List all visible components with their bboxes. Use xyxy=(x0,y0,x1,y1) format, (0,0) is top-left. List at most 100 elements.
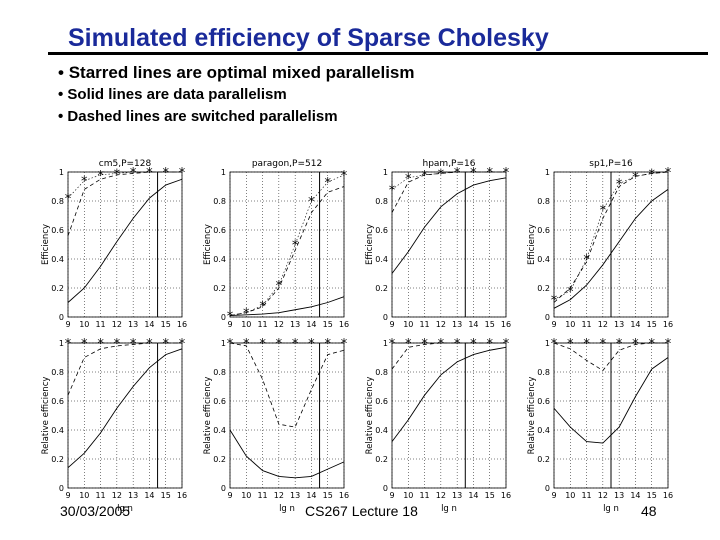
x-tick-label: 13 xyxy=(128,320,138,329)
x-tick-label: 9 xyxy=(551,491,556,500)
x-tick-label: 10 xyxy=(241,320,251,329)
series-solid-line xyxy=(67,178,183,303)
y-tick-label: 0.2 xyxy=(537,284,550,293)
x-tick-label: 15 xyxy=(647,320,657,329)
x-tick-label: 11 xyxy=(419,320,429,329)
y-tick-label: 0.2 xyxy=(375,455,388,464)
x-tick-label: 10 xyxy=(565,491,575,500)
x-tick-label: 14 xyxy=(630,320,640,329)
axes-box xyxy=(391,342,507,489)
star-marker: * xyxy=(600,337,607,352)
x-tick-label: 10 xyxy=(79,320,89,329)
footer-date: 30/03/2005 xyxy=(60,503,131,519)
x-tick-label: 13 xyxy=(290,491,300,500)
y-tick-label: 0 xyxy=(383,313,388,322)
star-marker: * xyxy=(259,337,266,352)
bullet-dashed: • Dashed lines are switched parallelism xyxy=(58,108,338,125)
y-tick-label: 0.4 xyxy=(213,255,226,264)
x-tick-label: 16 xyxy=(663,320,673,329)
star-marker: * xyxy=(551,337,558,352)
y-tick-label: 0.2 xyxy=(51,455,64,464)
star-marker: * xyxy=(276,279,283,294)
y-tick-label: 0.6 xyxy=(375,397,388,406)
x-tick-label: 11 xyxy=(419,491,429,500)
x-tick-label: 11 xyxy=(257,491,267,500)
x-tick-label: 9 xyxy=(551,320,556,329)
star-marker: * xyxy=(389,337,396,352)
footer-course: CS267 Lecture 18 xyxy=(305,503,418,519)
bullet-text: Dashed lines are switched parallelism xyxy=(67,108,338,125)
y-tick-label: 1 xyxy=(383,339,388,348)
bullet-solid: • Solid lines are data parallelism xyxy=(58,86,287,103)
x-tick-label: 15 xyxy=(647,491,657,500)
x-tick-label: 13 xyxy=(614,491,624,500)
star-marker: * xyxy=(616,337,623,352)
x-axis-label: lg n xyxy=(603,504,619,514)
star-marker: * xyxy=(600,204,607,219)
y-tick-label: 0.4 xyxy=(375,255,388,264)
x-tick-label: 16 xyxy=(663,491,673,500)
x-tick-label: 15 xyxy=(161,491,171,500)
star-marker: * xyxy=(503,166,510,181)
star-marker: * xyxy=(567,285,574,300)
y-tick-label: 0.8 xyxy=(213,197,226,206)
star-marker: * xyxy=(454,166,461,181)
y-axis-label: Relative efficiency xyxy=(203,377,213,455)
x-tick-label: 13 xyxy=(128,491,138,500)
y-tick-label: 0.6 xyxy=(537,397,550,406)
star-marker: * xyxy=(389,183,396,198)
x-tick-label: 12 xyxy=(436,491,446,500)
x-axis-label: lg n xyxy=(279,504,295,514)
star-marker: * xyxy=(308,337,315,352)
y-tick-label: 0.8 xyxy=(375,368,388,377)
star-marker: * xyxy=(503,337,510,352)
star-marker: * xyxy=(179,166,186,181)
star-marker: * xyxy=(341,169,348,184)
star-marker: * xyxy=(438,337,445,352)
y-tick-label: 0.6 xyxy=(51,226,64,235)
x-tick-label: 12 xyxy=(598,320,608,329)
x-tick-label: 15 xyxy=(323,491,333,500)
star-marker: * xyxy=(227,337,234,352)
y-tick-label: 0 xyxy=(59,484,64,493)
y-tick-label: 0.2 xyxy=(375,284,388,293)
star-marker: * xyxy=(454,337,461,352)
y-axis-label: Efficiency xyxy=(41,224,51,265)
x-tick-label: 14 xyxy=(306,320,316,329)
footer-page-number: 48 xyxy=(641,503,657,519)
star-marker: * xyxy=(341,337,348,352)
y-axis-label: Relative efficiency xyxy=(365,377,375,455)
x-tick-label: 9 xyxy=(389,491,394,500)
bullet-text: Solid lines are data parallelism xyxy=(67,86,287,103)
bullet-dot: • xyxy=(58,108,68,125)
star-marker: * xyxy=(81,175,88,190)
star-marker: * xyxy=(243,307,250,322)
y-tick-label: 0.4 xyxy=(51,426,64,435)
star-marker: * xyxy=(130,337,137,352)
y-tick-label: 0.2 xyxy=(213,455,226,464)
y-axis-label: Relative efficiency xyxy=(41,377,51,455)
y-tick-label: 0.6 xyxy=(213,226,226,235)
x-tick-label: 14 xyxy=(144,491,154,500)
slide-title: Simulated efficiency of Sparse Cholesky xyxy=(68,24,549,52)
y-tick-label: 1 xyxy=(545,168,550,177)
y-tick-label: 0.8 xyxy=(213,368,226,377)
y-tick-label: 0.4 xyxy=(375,426,388,435)
x-tick-label: 16 xyxy=(177,491,187,500)
x-tick-label: 10 xyxy=(79,491,89,500)
x-tick-label: 14 xyxy=(630,491,640,500)
x-tick-label: 10 xyxy=(565,320,575,329)
star-marker: * xyxy=(259,299,266,314)
y-tick-label: 1 xyxy=(545,339,550,348)
star-marker: * xyxy=(551,294,558,309)
star-marker: * xyxy=(665,337,672,352)
y-tick-label: 1 xyxy=(383,168,388,177)
star-marker: * xyxy=(65,337,72,352)
x-tick-label: 14 xyxy=(468,491,478,500)
star-marker: * xyxy=(146,166,153,181)
series-dashed-line xyxy=(67,171,182,236)
